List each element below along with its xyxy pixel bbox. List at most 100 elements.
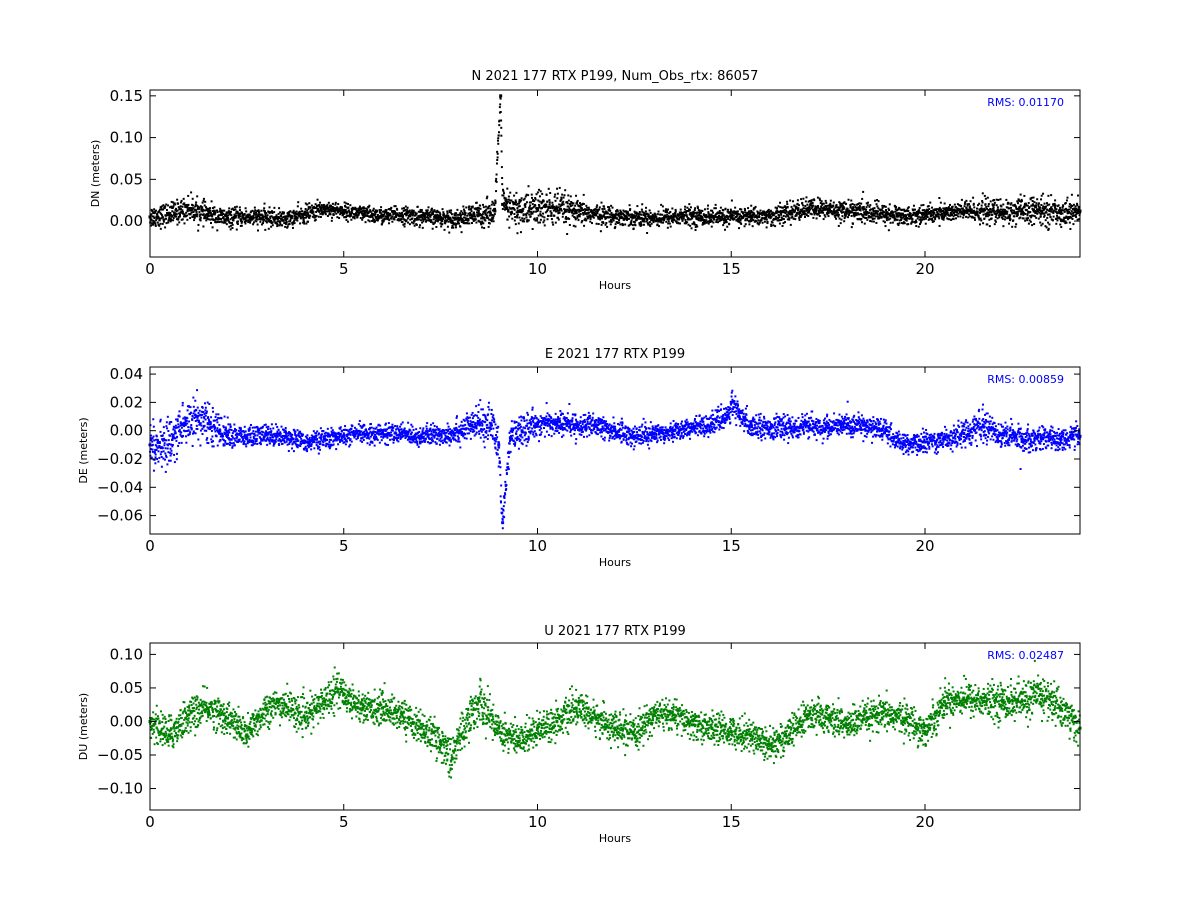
data-point: [380, 213, 383, 216]
data-point: [608, 206, 611, 209]
data-point: [1014, 211, 1017, 214]
data-point: [292, 212, 295, 215]
data-point: [1023, 206, 1026, 209]
data-point: [492, 202, 495, 205]
data-point: [436, 209, 439, 212]
data-point: [736, 210, 739, 213]
data-point: [464, 222, 467, 225]
data-point: [915, 214, 918, 217]
data-point: [625, 215, 628, 218]
data-point: [777, 210, 780, 213]
data-point: [595, 212, 598, 215]
data-point: [827, 215, 830, 218]
data-point: [770, 215, 773, 218]
data-point: [185, 215, 188, 218]
data-point: [390, 217, 393, 220]
data-point: [991, 207, 994, 210]
data-point: [526, 212, 529, 215]
data-point: [485, 214, 488, 217]
data-point: [227, 210, 230, 213]
data-point: [178, 442, 181, 445]
data-point: [812, 210, 815, 213]
data-point: [582, 213, 585, 216]
data-point: [172, 219, 175, 222]
data-point: [733, 210, 736, 213]
data-point: [845, 209, 848, 212]
data-point: [165, 217, 168, 220]
data-point: [175, 439, 178, 442]
data-point: [988, 218, 991, 221]
data-point: [647, 222, 650, 225]
data-point: [162, 204, 165, 207]
data-point: [782, 222, 785, 225]
data-point: [168, 422, 171, 425]
data-point: [197, 229, 200, 232]
data-point: [465, 206, 468, 209]
data-point: [190, 191, 193, 194]
data-point: [694, 226, 697, 229]
data-point: [865, 208, 868, 211]
data-point: [923, 212, 926, 215]
data-point: [1026, 214, 1029, 217]
data-point: [907, 206, 910, 209]
x-tick-label: 20: [915, 260, 934, 278]
data-point: [607, 206, 610, 209]
data-point: [435, 215, 438, 218]
data-point: [316, 209, 319, 212]
data-point: [629, 213, 632, 216]
data-point: [371, 209, 374, 212]
data-point: [504, 197, 507, 200]
data-point: [907, 209, 910, 212]
data-point: [876, 205, 879, 208]
data-point: [1012, 204, 1015, 207]
data-point: [257, 215, 260, 218]
data-point: [423, 212, 426, 215]
data-point: [689, 206, 692, 209]
data-point: [804, 212, 807, 215]
data-point: [770, 224, 773, 227]
data-point: [996, 212, 999, 215]
data-point: [550, 218, 553, 221]
data-point: [181, 401, 184, 404]
data-point: [477, 212, 480, 215]
data-point: [395, 214, 398, 217]
data-point: [349, 214, 352, 217]
data-point: [482, 222, 485, 225]
data-point: [213, 425, 216, 428]
data-point: [209, 209, 212, 212]
data-point: [1070, 210, 1073, 213]
data-point: [959, 215, 962, 218]
data-point: [678, 216, 681, 219]
data-point: [165, 208, 168, 211]
data-point: [226, 215, 229, 218]
data-point: [154, 456, 157, 459]
data-point: [165, 421, 168, 424]
data-point: [249, 221, 252, 224]
data-point: [307, 208, 310, 211]
data-point: [829, 202, 832, 205]
data-point: [1030, 216, 1033, 219]
data-point: [235, 205, 238, 208]
data-point: [807, 215, 810, 218]
data-point: [640, 217, 643, 220]
data-point: [309, 206, 312, 209]
data-point: [743, 225, 746, 228]
data-point: [299, 222, 302, 225]
data-point: [539, 190, 542, 193]
data-point: [734, 206, 737, 209]
data-point: [158, 217, 161, 220]
data-point: [894, 217, 897, 220]
data-point: [350, 211, 353, 214]
data-point: [307, 213, 310, 216]
data-point: [817, 206, 820, 209]
data-point: [390, 206, 393, 209]
data-point: [297, 201, 300, 204]
data-point: [205, 411, 208, 414]
data-point: [508, 226, 511, 229]
data-point: [597, 217, 600, 220]
data-point: [745, 212, 748, 215]
data-point: [791, 215, 794, 218]
data-point: [240, 224, 243, 227]
data-point: [728, 223, 731, 226]
data-point: [602, 222, 605, 225]
